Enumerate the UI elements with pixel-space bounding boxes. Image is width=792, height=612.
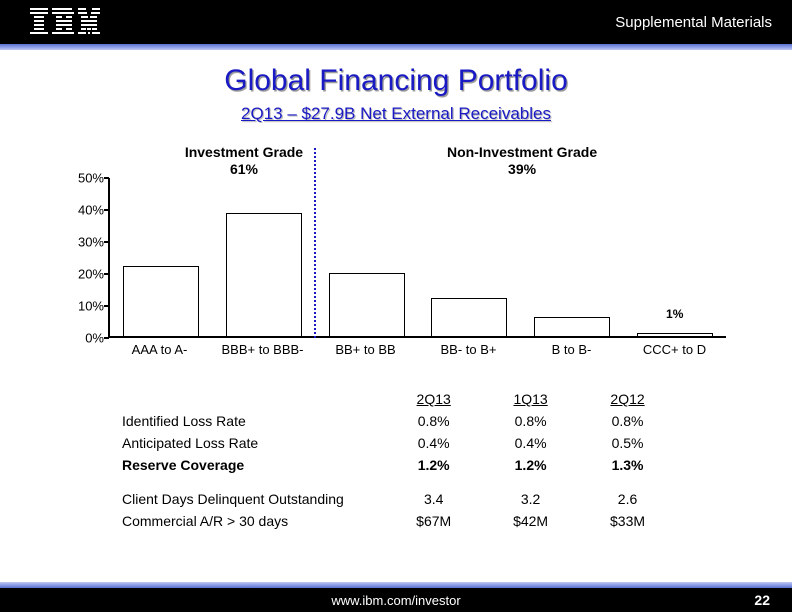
bar-slot (315, 178, 418, 336)
metrics-value: 0.4% (385, 432, 482, 454)
metrics-value: 1.2% (385, 454, 482, 476)
y-tick-label: 20% (66, 267, 104, 282)
metrics-value: 0.5% (579, 432, 676, 454)
metrics-row: Commercial A/R > 30 days$67M$42M$33M (116, 510, 676, 532)
bar-annotation: 1% (666, 307, 683, 321)
metrics-row: Identified Loss Rate0.8%0.8%0.8% (116, 410, 676, 432)
metrics-value: 0.8% (385, 410, 482, 432)
bar-slot: 1% (623, 178, 726, 336)
bar-slot (418, 178, 521, 336)
bar (123, 266, 199, 336)
metrics-row: Anticipated Loss Rate0.4%0.4%0.5% (116, 432, 676, 454)
bar-slot (213, 178, 316, 336)
bar-slot (110, 178, 213, 336)
metrics-label: Client Days Delinquent Outstanding (116, 488, 385, 510)
x-tick-label: AAA to A- (108, 342, 211, 357)
header-bar: Supplemental Materials (0, 0, 792, 44)
y-tick-label: 40% (66, 203, 104, 218)
metrics-value: 0.8% (482, 410, 579, 432)
metrics-value: 2.6 (579, 488, 676, 510)
col-header: 2Q13 (385, 388, 482, 410)
x-tick-label: CCC+ to D (623, 342, 726, 357)
metrics-label: Anticipated Loss Rate (116, 432, 385, 454)
metrics-label: Identified Loss Rate (116, 410, 385, 432)
metrics-row: Reserve Coverage1.2%1.2%1.3% (116, 454, 676, 476)
bar (431, 298, 507, 336)
bar (637, 333, 713, 336)
page-title: Global Financing Portfolio (0, 64, 792, 98)
y-tick-label: 50% (66, 171, 104, 186)
metrics-value: 1.2% (482, 454, 579, 476)
metrics-value: $67M (385, 510, 482, 532)
x-tick-label: BB+ to BB (314, 342, 417, 357)
page-subtitle: 2Q13 – $27.9B Net External Receivables (0, 104, 792, 124)
chart-area: Investment Grade61% Non-Investment Grade3… (66, 144, 726, 364)
footer-bar: www.ibm.com/investor 22 (0, 588, 792, 612)
metrics-value: 0.4% (482, 432, 579, 454)
header-right-text: Supplemental Materials (615, 14, 772, 31)
metrics-label: Commercial A/R > 30 days (116, 510, 385, 532)
metrics-header-row: 2Q13 1Q13 2Q12 (116, 388, 676, 410)
metrics-value: $33M (579, 510, 676, 532)
metrics-value: 0.8% (579, 410, 676, 432)
chart-axes: 1% (108, 178, 726, 338)
metrics-value: 3.2 (482, 488, 579, 510)
x-axis-labels: AAA to A-BBB+ to BBB-BB+ to BBBB- to B+B… (108, 342, 726, 357)
x-tick-label: BB- to B+ (417, 342, 520, 357)
col-header: 2Q12 (579, 388, 676, 410)
y-tick-label: 10% (66, 299, 104, 314)
bar (226, 213, 302, 336)
bar (534, 317, 610, 336)
x-tick-label: B to B- (520, 342, 623, 357)
bar-container: 1% (110, 178, 726, 336)
page-number: 22 (754, 592, 770, 608)
group-label: Investment Grade61% (154, 144, 334, 178)
metrics-value: 1.3% (579, 454, 676, 476)
metrics-value: $42M (482, 510, 579, 532)
header-accent (0, 44, 792, 50)
group-divider (314, 148, 316, 338)
ibm-logo (30, 8, 100, 36)
metrics-value: 3.4 (385, 488, 482, 510)
metrics-label: Reserve Coverage (116, 454, 385, 476)
col-header: 1Q13 (482, 388, 579, 410)
y-tick-label: 0% (66, 331, 104, 346)
footer-url: www.ibm.com/investor (331, 593, 460, 608)
x-tick-label: BBB+ to BBB- (211, 342, 314, 357)
metrics-table: 2Q13 1Q13 2Q12 Identified Loss Rate0.8%0… (116, 388, 676, 532)
metrics-row: Client Days Delinquent Outstanding3.43.2… (116, 488, 676, 510)
group-label: Non-Investment Grade39% (432, 144, 612, 178)
bar-slot (521, 178, 624, 336)
bar (329, 273, 405, 336)
y-tick-label: 30% (66, 235, 104, 250)
